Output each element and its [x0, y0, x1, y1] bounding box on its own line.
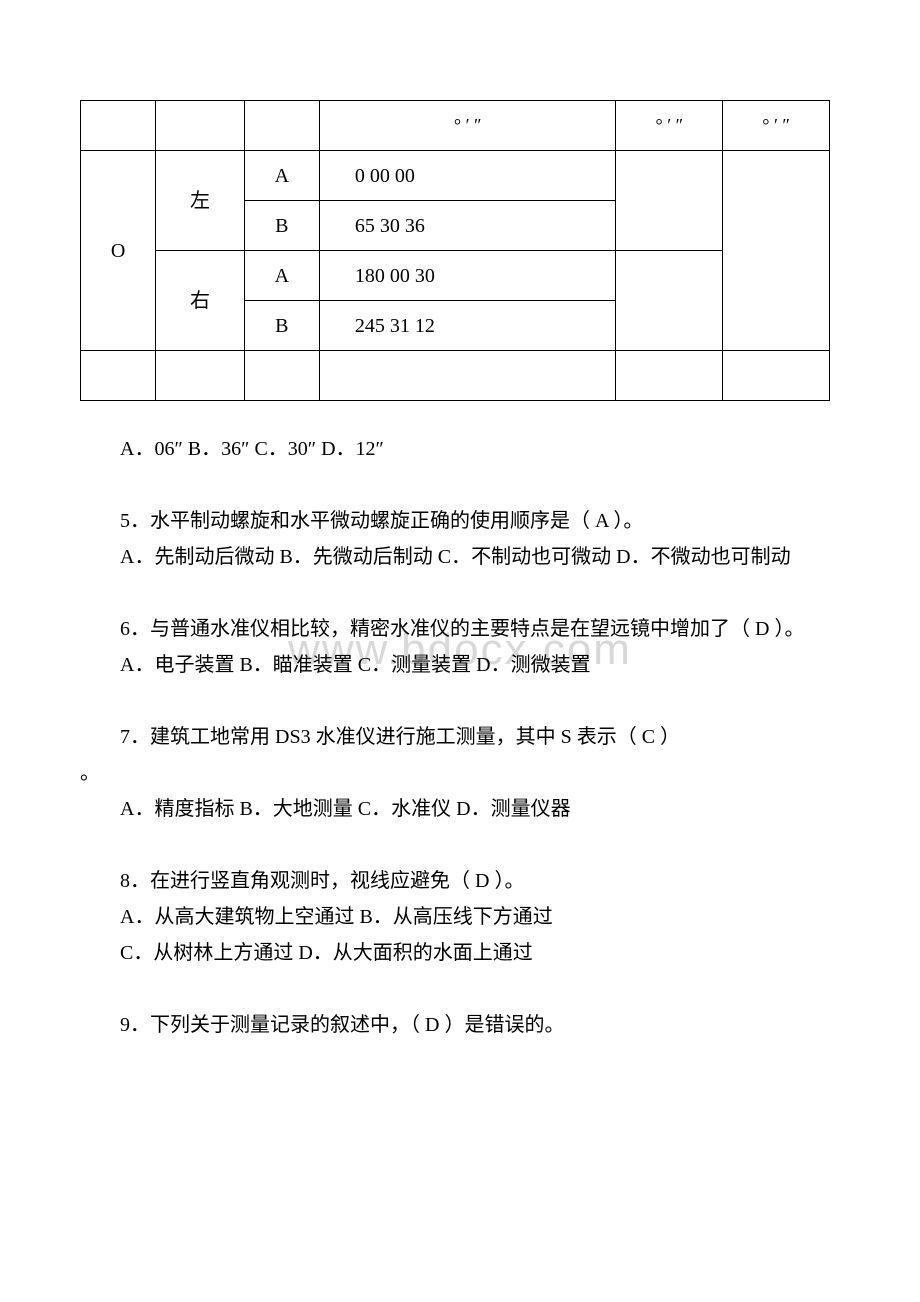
footer-cell — [723, 351, 830, 401]
q7-text-line2: 。 — [80, 755, 830, 791]
reading-cell: 65 30 36 — [319, 201, 616, 251]
q5-text: 5．水平制动螺旋和水平微动螺旋正确的使用顺序是（ A ）。 — [80, 503, 830, 539]
q8-options-line1: A．从高大建筑物上空通过 B．从高压线下方通过 — [80, 899, 830, 935]
full-result — [723, 151, 830, 351]
header-col3 — [244, 101, 319, 151]
q8-text: 8．在进行竖直角观测时，视线应避免（ D ）。 — [80, 863, 830, 899]
reading-cell: 180 00 30 — [319, 251, 616, 301]
position-right: 右 — [156, 251, 244, 351]
station-cell: O — [81, 151, 156, 351]
q9-text: 9．下列关于测量记录的叙述中，（ D ）是错误的。 — [80, 1007, 830, 1043]
document-content: ° ′ ″ ° ′ ″ ° ′ ″ O 左 A 0 00 00 B 65 30 … — [80, 100, 830, 1043]
q7-options: A．精度指标 B．大地测量 C．水准仪 D．测量仪器 — [80, 791, 830, 827]
header-col1 — [81, 101, 156, 151]
question-5: 5．水平制动螺旋和水平微动螺旋正确的使用顺序是（ A ）。 A．先制动后微动 B… — [80, 503, 830, 575]
footer-cell — [616, 351, 723, 401]
table-row: 右 A 180 00 30 — [81, 251, 830, 301]
q5-options: A．先制动后微动 B．先微动后制动 C．不制动也可微动 D．不微动也可制动 — [80, 539, 830, 575]
target-cell: B — [244, 301, 319, 351]
table-footer-row — [81, 351, 830, 401]
position-left: 左 — [156, 151, 244, 251]
footer-cell — [81, 351, 156, 401]
reading-cell: 0 00 00 — [319, 151, 616, 201]
half-result-right — [616, 251, 723, 351]
question-6: 6．与普通水准仪相比较，精密水准仪的主要特点是在望远镜中增加了（ D ）。 A．… — [80, 611, 830, 683]
question-8: 8．在进行竖直角观测时，视线应避免（ D ）。 A．从高大建筑物上空通过 B．从… — [80, 863, 830, 971]
q6-text: 6．与普通水准仪相比较，精密水准仪的主要特点是在望远镜中增加了（ D ）。 — [80, 611, 830, 647]
question-9: 9．下列关于测量记录的叙述中，（ D ）是错误的。 — [80, 1007, 830, 1043]
question-7: 7．建筑工地常用 DS3 水准仪进行施工测量，其中 S 表示（ C ） 。 A．… — [80, 719, 830, 827]
table-header-row: ° ′ ″ ° ′ ″ ° ′ ″ — [81, 101, 830, 151]
header-col2 — [156, 101, 244, 151]
reading-cell: 245 31 12 — [319, 301, 616, 351]
half-result-left — [616, 151, 723, 251]
header-col4: ° ′ ″ — [319, 101, 616, 151]
question-4-options: A．06″ B．36″ C．30″ D．12″ — [80, 431, 830, 467]
header-col5: ° ′ ″ — [616, 101, 723, 151]
target-cell: A — [244, 251, 319, 301]
footer-cell — [244, 351, 319, 401]
header-col6: ° ′ ″ — [723, 101, 830, 151]
target-cell: A — [244, 151, 319, 201]
q6-options: A．电子装置 B．瞄准装置 C．测量装置 D．测微装置 — [80, 647, 830, 683]
q7-text-line1: 7．建筑工地常用 DS3 水准仪进行施工测量，其中 S 表示（ C ） — [80, 719, 830, 755]
footer-cell — [319, 351, 616, 401]
table-row: O 左 A 0 00 00 — [81, 151, 830, 201]
q8-options-line2: C．从树林上方通过 D．从大面积的水面上通过 — [80, 935, 830, 971]
observation-table: ° ′ ″ ° ′ ″ ° ′ ″ O 左 A 0 00 00 B 65 30 … — [80, 100, 830, 401]
q4-options-text: A．06″ B．36″ C．30″ D．12″ — [80, 431, 830, 467]
footer-cell — [156, 351, 244, 401]
target-cell: B — [244, 201, 319, 251]
